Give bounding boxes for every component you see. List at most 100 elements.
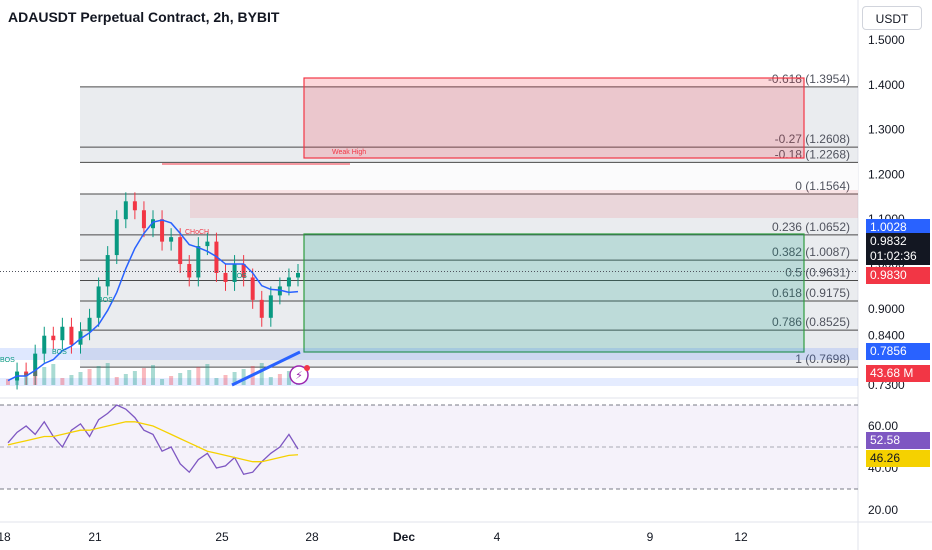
structure-label: BOS xyxy=(98,297,113,304)
structure-label: BOS xyxy=(0,357,15,364)
rsi-ma-line xyxy=(7,421,299,463)
chart-title: ADAUSDT Perpetual Contract, 2h, BYBIT xyxy=(8,9,280,25)
fib-label: 1 (0.7698) xyxy=(795,352,850,366)
volume-bar xyxy=(223,375,228,385)
time-tick-label: 9 xyxy=(647,530,654,544)
fib-label: 0 (1.1564) xyxy=(795,179,850,193)
volume-bar xyxy=(178,373,183,385)
alert-icon xyxy=(289,365,309,385)
volume-bar xyxy=(123,374,128,385)
volume-bar xyxy=(42,367,47,385)
price-tag-value: 0.9830 xyxy=(870,268,907,282)
time-tick-label: 18 xyxy=(0,530,11,544)
rsi-value-tag: 52.58 xyxy=(866,432,930,449)
fib-label: 0.236 (1.0652) xyxy=(772,220,850,234)
structure-label: BOS xyxy=(232,273,247,280)
volume-bar xyxy=(87,369,92,385)
candle-body xyxy=(105,255,110,287)
time-tick-label: 25 xyxy=(215,530,229,544)
trendline xyxy=(231,350,301,387)
price-tag: 0.9830 xyxy=(866,267,930,284)
volume-bar xyxy=(105,363,110,385)
volume-bar xyxy=(6,379,10,385)
candle-body xyxy=(296,272,300,278)
rsi-value-tag: 46.26 xyxy=(866,450,930,467)
candle-body xyxy=(250,277,255,300)
candle-body xyxy=(232,264,237,282)
price-tag-value: 0.9832 xyxy=(870,234,907,248)
time-tick-label: 4 xyxy=(494,530,501,544)
volume-bar xyxy=(114,377,119,385)
weak-high-label: Weak High xyxy=(332,149,366,156)
time-tick-label: Dec xyxy=(393,530,415,544)
volume-bar xyxy=(69,375,74,385)
volume-bar xyxy=(78,372,83,385)
candle-body xyxy=(69,326,74,345)
structure-label: CHoCH xyxy=(185,229,209,236)
price-tick-label: 0.9000 xyxy=(868,302,905,316)
price-tick-label: 1.4000 xyxy=(868,78,905,92)
candle-body xyxy=(241,264,246,278)
volume-bar xyxy=(286,371,291,385)
candle-body xyxy=(141,210,146,229)
price-tick-label: 1.5000 xyxy=(868,33,905,47)
time-tick-label: 21 xyxy=(88,530,102,544)
candle-body xyxy=(223,272,228,282)
fib-label: -0.618 (1.3954) xyxy=(768,72,850,86)
fib-label: 0.5 (0.9631) xyxy=(785,266,850,280)
volume-bar xyxy=(259,363,264,385)
price-tick-label: 0.8400 xyxy=(868,329,905,343)
candle-body xyxy=(259,299,264,318)
fib-zone-background xyxy=(80,86,858,368)
volume-bar xyxy=(214,378,219,385)
candle-body xyxy=(87,317,92,332)
candle-body xyxy=(205,241,210,247)
candle-body xyxy=(286,277,291,287)
candle-body xyxy=(123,201,128,220)
fib-zone-light-band xyxy=(80,162,858,194)
candle-body xyxy=(160,219,165,242)
price-tag-value: 0.7856 xyxy=(870,344,907,358)
candle-body xyxy=(24,371,29,377)
volume-bar xyxy=(205,364,210,385)
candle-body xyxy=(42,335,47,354)
candle-body xyxy=(151,219,155,229)
volume-bar xyxy=(24,373,29,385)
candle-body xyxy=(114,219,119,256)
fib-label: 0.618 (0.9175) xyxy=(772,286,850,300)
moving-average-line xyxy=(7,219,299,382)
time-tick-label: 12 xyxy=(734,530,748,544)
order-block-red xyxy=(190,190,858,218)
volume-bar xyxy=(277,374,282,385)
candle-body xyxy=(187,264,192,278)
price-tick-label: 1.3000 xyxy=(868,123,905,137)
volume-bar xyxy=(132,371,137,385)
candle-body xyxy=(169,237,174,242)
volume-bar xyxy=(151,365,155,385)
volume-bar xyxy=(169,376,174,385)
volume-bar xyxy=(15,376,20,385)
price-tag-value: 43.68 M xyxy=(870,366,914,380)
candle-body xyxy=(178,237,183,265)
volume-bar xyxy=(33,370,38,385)
countdown-timer: 01:02:36 xyxy=(870,249,917,263)
price-tag: 43.68 M xyxy=(866,365,930,382)
volume-bar xyxy=(232,372,237,385)
order-block-blue xyxy=(0,348,858,360)
currency-button[interactable]: USDT xyxy=(862,6,922,30)
price-tag: 1.0028 xyxy=(866,219,930,236)
structure-label: BOS xyxy=(52,349,67,356)
fib-label: -0.27 (1.2608) xyxy=(775,132,850,146)
volume-bar xyxy=(51,364,56,385)
volume-bar xyxy=(196,367,201,385)
candle-body xyxy=(268,295,273,318)
rsi-tick-label: 60.00 xyxy=(868,419,898,433)
volume-bar xyxy=(160,379,165,385)
price-tag-value: 1.0028 xyxy=(870,220,907,234)
rsi-line xyxy=(7,404,299,476)
candle-body xyxy=(132,201,137,211)
candle-body xyxy=(51,335,56,341)
rsi-tick-label: 20.00 xyxy=(868,503,898,517)
fib-label: 0.382 (1.0087) xyxy=(772,245,850,259)
